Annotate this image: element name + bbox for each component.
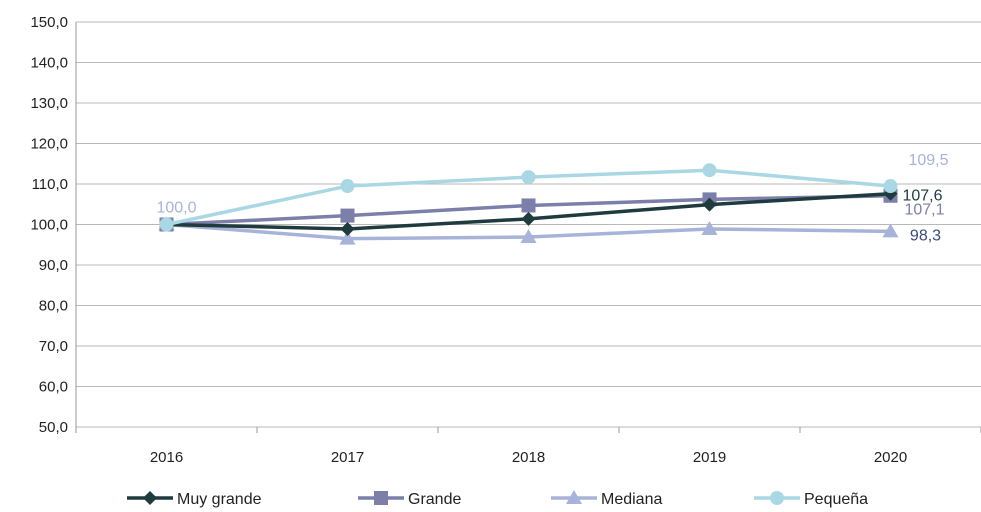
legend-item: Grande <box>358 491 461 508</box>
y-tick-label: 150,0 <box>30 14 68 31</box>
y-tick-label: 110,0 <box>32 176 68 193</box>
data-label: 100,0 <box>156 200 196 217</box>
legend-marker <box>143 491 157 505</box>
data-label: 107,6 <box>902 188 942 205</box>
data-point <box>520 229 537 244</box>
y-tick-label: 120,0 <box>30 136 68 153</box>
data-point <box>882 223 899 238</box>
legend: Muy grande Grande Mediana Pequeña <box>127 490 868 508</box>
x-tick-label: 2020 <box>874 449 907 466</box>
y-tick-label: 130,0 <box>30 95 68 112</box>
series-lines <box>158 163 899 245</box>
y-tick-label: 80,0 <box>39 298 68 315</box>
data-point <box>702 163 717 178</box>
legend-label: Grande <box>408 491 461 508</box>
x-tick-label: 2019 <box>693 449 726 466</box>
data-point <box>339 230 356 245</box>
data-point <box>701 220 718 235</box>
x-tick-label: 2016 <box>150 449 183 466</box>
data-point <box>702 197 717 212</box>
y-tick-label: 100,0 <box>30 217 68 234</box>
legend-label: Muy grande <box>177 491 262 508</box>
data-label: 98,3 <box>910 227 941 244</box>
data-label: 109,5 <box>908 152 948 169</box>
y-tick-label: 60,0 <box>39 379 68 396</box>
y-tick-label: 70,0 <box>39 338 68 355</box>
data-point <box>883 179 898 194</box>
data-point <box>521 198 536 213</box>
legend-marker <box>566 490 582 504</box>
legend-item: Muy grande <box>127 491 262 508</box>
legend-label: Mediana <box>601 491 662 508</box>
x-tick-label: 2017 <box>331 449 364 466</box>
data-point <box>521 170 536 185</box>
y-tick-label: 140,0 <box>30 55 68 72</box>
data-label: 107,1 <box>904 202 944 219</box>
data-point <box>340 221 355 236</box>
legend-label: Pequeña <box>804 491 868 508</box>
legend-item: Mediana <box>551 490 662 508</box>
x-tick-label: 2018 <box>512 449 545 466</box>
legend-marker <box>770 491 784 505</box>
axes: 50,0 60,0 70,0 80,0 90,0 100,0 110,0 120,0 130,0… <box>30 14 981 466</box>
data-point <box>521 211 536 226</box>
y-tick-label: 50,0 <box>39 419 68 436</box>
legend-marker <box>374 491 388 505</box>
data-point <box>340 179 355 194</box>
data-point <box>159 217 174 232</box>
y-tick-label: 90,0 <box>39 257 68 274</box>
legend-item: Pequeña <box>754 491 868 508</box>
data-point <box>340 208 355 223</box>
